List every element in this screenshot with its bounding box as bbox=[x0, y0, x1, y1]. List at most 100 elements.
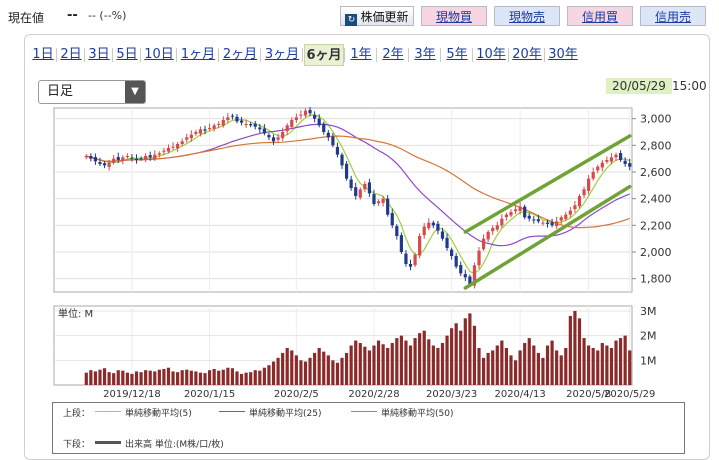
candle-body bbox=[98, 162, 102, 164]
period-tab-14[interactable]: 20年 bbox=[512, 47, 542, 62]
volume-bar bbox=[523, 343, 527, 385]
period-tab-10[interactable]: 2年 bbox=[382, 47, 404, 62]
tab-divider bbox=[218, 48, 219, 62]
candle-body bbox=[628, 163, 632, 167]
volume-bar bbox=[427, 339, 431, 385]
volume-bar bbox=[381, 344, 385, 385]
candle-body bbox=[500, 218, 504, 226]
margin-buy-button[interactable]: 信用買 bbox=[567, 6, 633, 26]
period-tab-12[interactable]: 5年 bbox=[446, 47, 468, 62]
candle-body bbox=[294, 117, 298, 120]
volume-bar bbox=[308, 357, 312, 385]
candle-body bbox=[340, 154, 344, 166]
chart-legend: 上段： 単純移動平均(5) 単純移動平均(25) 単純移動平均(50) 下段： … bbox=[52, 402, 685, 454]
candle-body bbox=[226, 117, 230, 120]
volume-bar bbox=[290, 350, 294, 385]
period-tab-13[interactable]: 10年 bbox=[476, 47, 506, 62]
candle-body bbox=[185, 137, 189, 140]
candle-body bbox=[107, 162, 111, 167]
candle-body bbox=[354, 187, 358, 196]
price-change: -- (--%) bbox=[88, 9, 127, 22]
volume-tick-label: 2M bbox=[640, 330, 657, 343]
price-tick-label: 2,000 bbox=[640, 246, 672, 259]
candle-body bbox=[395, 226, 399, 236]
x-tick-label: 2020/2/5 bbox=[274, 389, 319, 400]
volume-bar bbox=[230, 368, 235, 385]
volume-bar bbox=[171, 371, 175, 385]
volume-bar bbox=[436, 347, 440, 385]
current-price-value: -- bbox=[67, 8, 78, 23]
period-tab-8[interactable]: 6ヶ月 bbox=[304, 44, 344, 66]
volume-bar bbox=[404, 340, 408, 385]
spot-buy-button[interactable]: 現物買 bbox=[421, 6, 487, 26]
volume-bar bbox=[376, 340, 381, 385]
period-tab-0[interactable]: 1日 bbox=[32, 47, 54, 62]
margin-sell-button[interactable]: 信用売 bbox=[640, 6, 706, 26]
volume-bar bbox=[271, 361, 276, 385]
volume-bar bbox=[477, 347, 481, 385]
volume-bar bbox=[591, 347, 595, 385]
period-tab-4[interactable]: 10日 bbox=[144, 47, 174, 62]
candle-body bbox=[491, 228, 495, 232]
candle-body bbox=[221, 120, 225, 126]
refresh-price-button[interactable]: ↻ 株価更新 bbox=[340, 6, 414, 26]
x-tick-label: 2020/5/8 bbox=[566, 389, 611, 400]
volume-bar bbox=[440, 343, 445, 385]
candle-body bbox=[495, 225, 499, 230]
spot-sell-button[interactable]: 現物売 bbox=[494, 6, 560, 26]
period-tab-11[interactable]: 3年 bbox=[414, 47, 436, 62]
period-tab-7[interactable]: 3ヶ月 bbox=[264, 47, 300, 62]
period-tab-9[interactable]: 1年 bbox=[350, 47, 372, 62]
candle-type-select[interactable]: 日足 ▼ bbox=[38, 80, 146, 104]
x-tick-label: 2020/1/15 bbox=[184, 389, 235, 400]
tab-divider bbox=[472, 48, 473, 62]
candle-body bbox=[390, 213, 394, 226]
candle-body bbox=[536, 219, 540, 222]
candle-body bbox=[317, 118, 321, 126]
candle-body bbox=[459, 265, 463, 274]
period-tab-3[interactable]: 5日 bbox=[116, 47, 138, 62]
volume-bar bbox=[98, 369, 102, 385]
candle-body bbox=[258, 127, 262, 130]
candle-body bbox=[445, 237, 449, 248]
volume-bar bbox=[180, 370, 184, 385]
volume-bar bbox=[504, 347, 509, 385]
candle-body bbox=[262, 128, 266, 134]
legend-lower-label: 下段： bbox=[63, 440, 91, 450]
volume-bar bbox=[408, 345, 413, 385]
candle-body bbox=[89, 156, 93, 159]
candle-body bbox=[326, 132, 330, 138]
volume-bar bbox=[550, 340, 554, 385]
volume-bar bbox=[244, 372, 248, 385]
volume-bar bbox=[527, 338, 531, 385]
candle-body bbox=[153, 154, 157, 159]
x-tick-label: 2020/4/13 bbox=[494, 389, 545, 400]
volume-bar bbox=[130, 373, 134, 385]
volume-bar bbox=[198, 372, 203, 385]
period-tab-6[interactable]: 2ヶ月 bbox=[222, 47, 258, 62]
volume-bar bbox=[386, 347, 390, 385]
volume-bar bbox=[454, 323, 458, 385]
volume-bar bbox=[596, 350, 600, 385]
period-tab-1[interactable]: 2日 bbox=[60, 47, 82, 62]
candle-body bbox=[614, 154, 618, 158]
candle-body bbox=[587, 178, 591, 191]
volume-bar bbox=[573, 310, 577, 385]
legend-ma50-label: 単純移動平均(50) bbox=[381, 409, 454, 419]
period-tab-5[interactable]: 1ヶ月 bbox=[180, 47, 216, 62]
candle-body bbox=[418, 236, 422, 256]
volume-bar bbox=[144, 370, 148, 385]
ma50-line bbox=[86, 135, 630, 229]
volume-bar bbox=[463, 318, 467, 385]
period-tab-2[interactable]: 3日 bbox=[88, 47, 110, 62]
volume-bar bbox=[166, 367, 171, 385]
legend-ma25-label: 単純移動平均(25) bbox=[249, 409, 322, 419]
volume-bar bbox=[500, 340, 504, 385]
volume-bar bbox=[445, 335, 449, 385]
volume-bar bbox=[258, 370, 262, 385]
volume-bar bbox=[413, 338, 417, 385]
period-tab-15[interactable]: 30年 bbox=[548, 47, 578, 62]
volume-bar bbox=[203, 373, 207, 385]
candle-body bbox=[431, 222, 435, 226]
volume-bar bbox=[313, 352, 317, 385]
